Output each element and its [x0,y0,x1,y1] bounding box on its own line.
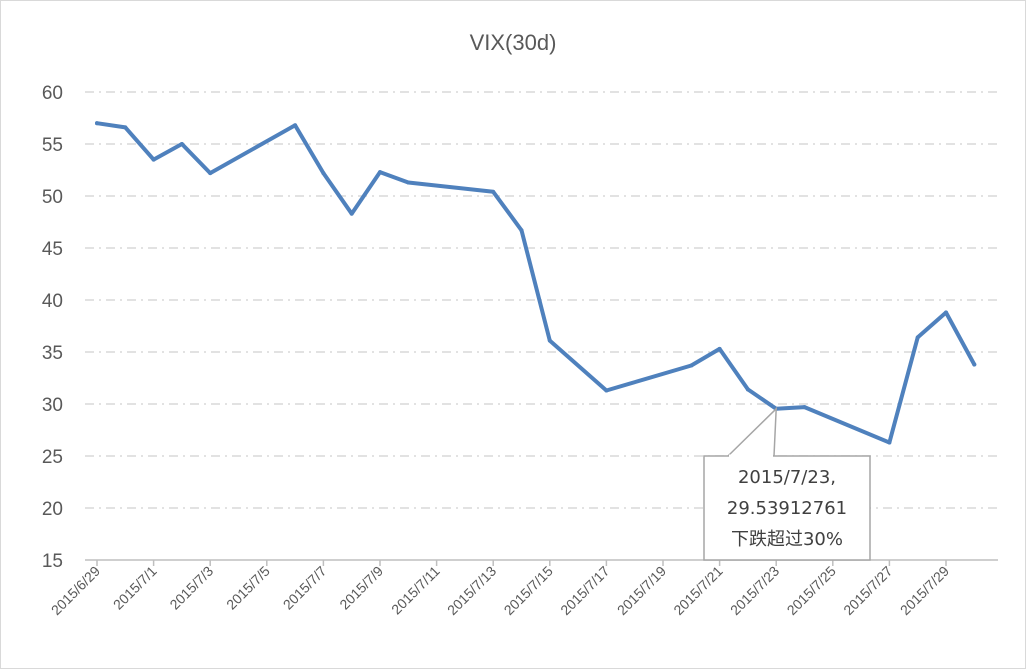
x-tick-label: 2015/7/1 [110,563,160,613]
y-tick-label: 45 [42,239,63,260]
y-tick-label: 30 [42,395,63,416]
x-tick-label: 2015/7/9 [336,563,386,613]
y-tick-label: 40 [42,291,63,312]
x-axis: 2015/6/29 2015/7/1 2015/7/3 2015/7/5 2015/7/… [48,560,953,619]
data-point [179,142,184,146]
data-point [887,440,892,445]
x-tick-label: 2015/7/15 [501,563,557,619]
data-point [519,228,524,233]
y-tick-label: 15 [42,551,63,572]
y-axis: 15 20 25 30 35 40 45 50 55 60 [42,83,63,572]
data-point [915,335,920,340]
data-point [972,362,977,367]
x-tick-label: 2015/7/29 [897,563,953,619]
x-tick-label: 2015/7/5 [223,563,273,613]
callout-text: 下跌超过30% [731,529,843,550]
x-tick-label: 2015/7/21 [670,563,726,619]
data-point [349,211,354,216]
series-layer [95,121,977,445]
callout-pointer [726,406,778,457]
data-point [802,405,807,410]
chart-title: VIX(30d) [470,30,557,55]
y-tick-label: 55 [42,135,63,156]
y-tick-label: 60 [42,83,63,104]
x-tick-label: 2015/7/3 [166,563,216,613]
x-tick-label: 2015/7/27 [840,563,896,619]
x-tick-label: 2015/7/17 [557,563,613,619]
callout-text: 29.53912761 [727,498,847,519]
callout-text: 2015/7/23, [738,467,836,488]
data-point [944,310,948,315]
data-point [547,338,552,343]
data-point [689,363,694,368]
x-tick-label: 2015/7/25 [784,563,840,619]
data-point [293,123,298,128]
data-point [717,346,722,351]
data-point [123,125,128,130]
y-tick-label: 50 [42,187,63,208]
data-point [604,388,609,393]
data-point [491,189,496,194]
x-tick-label: 2015/7/7 [280,563,330,613]
data-point [745,387,750,392]
y-tick-label: 25 [42,447,63,468]
y-tick-label: 35 [42,343,63,364]
y-tick-label: 20 [42,499,63,520]
series-line [95,121,977,445]
data-point [378,170,382,175]
callout-box [703,455,871,561]
x-tick-label: 2015/7/13 [444,563,500,619]
data-point [95,121,99,126]
data-point [151,157,156,162]
x-tick-label: 2015/7/19 [614,563,670,619]
data-callout: 2015/7/23, 29.53912761 下跌超过30% [703,406,871,561]
x-tick-label: 2015/7/23 [727,563,783,619]
data-point [321,171,326,176]
data-point [208,171,213,176]
x-tick-label: 2015/7/11 [388,563,443,618]
data-point [406,180,411,185]
